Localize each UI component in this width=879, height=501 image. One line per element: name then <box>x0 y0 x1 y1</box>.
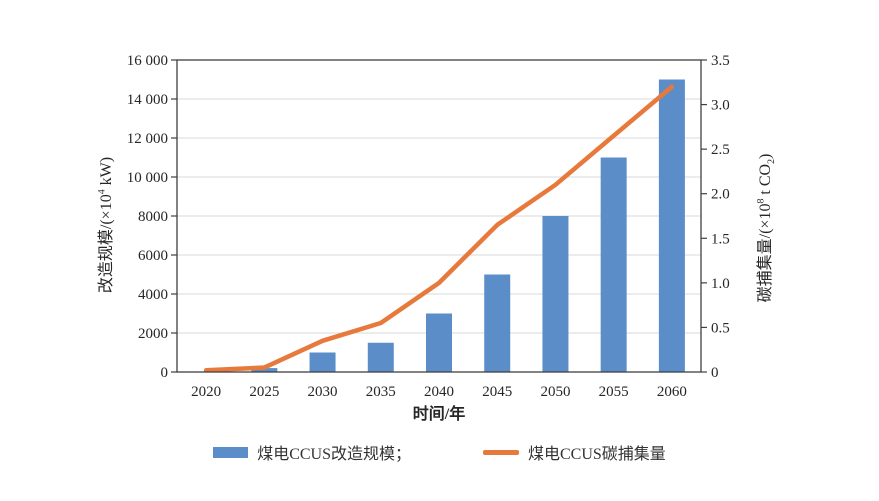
x-axis-tick-label: 2020 <box>191 384 221 400</box>
right-axis-title-sup: 8 <box>755 198 767 204</box>
left-axis-title: 改造规模/(×104 kW) <box>96 105 118 345</box>
x-axis-tick-label: 2060 <box>657 384 687 400</box>
legend: 煤电CCUS改造规模； 煤电CCUS碳捕集量 <box>0 440 879 464</box>
left-axis-tick-label: 6000 <box>138 248 168 264</box>
x-axis-title: 时间/年 <box>412 406 466 423</box>
x-axis-tick-label: 2025 <box>249 384 279 400</box>
bar <box>367 342 394 372</box>
bar-series-swatch <box>213 446 249 458</box>
bar <box>426 313 452 372</box>
bar <box>251 368 278 372</box>
bar <box>309 352 336 372</box>
right-axis-tick-label: 0.5 <box>711 320 730 336</box>
x-axis-tick-label: 2035 <box>366 384 396 400</box>
bar <box>658 79 685 372</box>
x-axis-tick-label: 2050 <box>540 384 570 400</box>
left-axis-tick-label: 8000 <box>138 209 168 225</box>
left-axis-tick-label: 12 000 <box>127 131 168 147</box>
capture-line <box>203 84 675 373</box>
left-axis-tick-label: 4000 <box>138 287 168 303</box>
legend-item-line: 煤电CCUS碳捕集量 <box>483 440 666 464</box>
left-axis-tick-label: 2000 <box>138 326 168 342</box>
right-axis-title-text: 碳捕集量/(×10 <box>757 203 774 303</box>
legend-bar-label: 煤电CCUS改造规模； <box>257 446 411 463</box>
bar <box>600 157 627 372</box>
right-axis-tick-label: 2.0 <box>711 187 730 203</box>
right-axis-title-suffix: ) <box>757 153 774 159</box>
right-axis-title-sub: 2 <box>766 158 778 164</box>
left-axis-tick-label: 0 <box>161 365 169 381</box>
left-axis-title-text: 改造规模/(×10 <box>98 194 115 294</box>
bar <box>484 274 511 372</box>
left-axis-title-suffix: kW) <box>98 156 115 190</box>
x-axis-tick-label: 2040 <box>424 384 454 400</box>
line-series-swatch <box>483 449 519 455</box>
right-axis-tick-label: 1.0 <box>711 276 730 292</box>
right-axis-title-mid: t CO <box>757 163 774 199</box>
left-axis-title-sup: 4 <box>96 189 108 195</box>
legend-item-bar: 煤电CCUS改造规模； <box>213 440 411 464</box>
left-axis-tick-label: 16 000 <box>127 53 168 69</box>
left-axis-tick-label: 14 000 <box>127 92 168 108</box>
left-axis-tick-label: 10 000 <box>127 170 168 186</box>
legend-line-label: 煤电CCUS碳捕集量 <box>528 446 666 463</box>
right-axis-title: 碳捕集量/(×108 t CO2) <box>755 98 778 358</box>
right-axis-tick-label: 3.5 <box>711 53 730 69</box>
plot-border <box>176 59 702 373</box>
right-axis-tick-label: 3.0 <box>711 98 730 114</box>
bar <box>542 216 569 372</box>
right-axis-tick-label: 0 <box>711 365 719 381</box>
x-axis-tick-label: 2030 <box>308 384 338 400</box>
right-axis-tick-label: 2.5 <box>711 142 730 158</box>
x-axis-tick-label: 2055 <box>599 384 629 400</box>
right-axis-tick-label: 1.5 <box>711 231 730 247</box>
x-axis-tick-label: 2045 <box>482 384 512 400</box>
